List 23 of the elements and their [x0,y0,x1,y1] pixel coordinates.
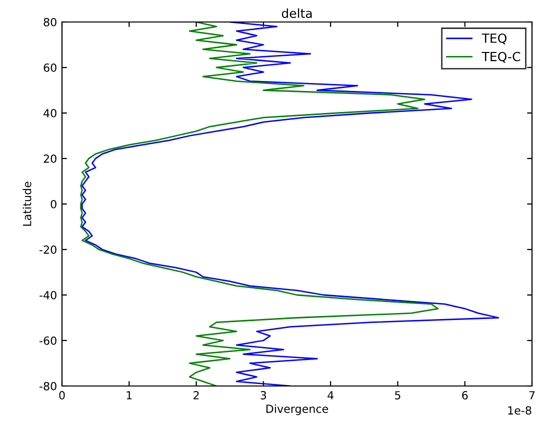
x-tick-label: 1 [126,391,132,400]
x-tick-label: 2 [194,391,199,400]
text: 1e-8 [508,406,532,415]
y-tick-label: 60 [44,63,56,72]
x-tick-label: 5 [395,391,400,400]
x-tick-label: 4 [328,391,334,400]
x-tick-label: 7 [529,391,535,400]
y-tick-label: 80 [44,18,56,26]
legend-label: TEQ [482,33,506,44]
y-tick-label: 40 [44,108,56,118]
chart-title: delta [282,8,312,18]
x-axis-title: Divergence [266,404,328,416]
x-tick-label: 0 [59,391,65,400]
y-tick-label: 0 [50,200,56,208]
y-tick-label: -60 [40,336,56,345]
x-tick-label: 6 [462,391,468,400]
y-tick-label: 20 [44,154,56,163]
y-tick-label: -20 [40,245,56,254]
y-tick-label: -40 [40,290,56,300]
y-axis-title: Latitude [22,182,32,226]
y-tick-label: -80 [40,382,56,390]
x-tick-label: 3 [260,391,266,400]
legend-label: TEQ-C [482,52,520,63]
